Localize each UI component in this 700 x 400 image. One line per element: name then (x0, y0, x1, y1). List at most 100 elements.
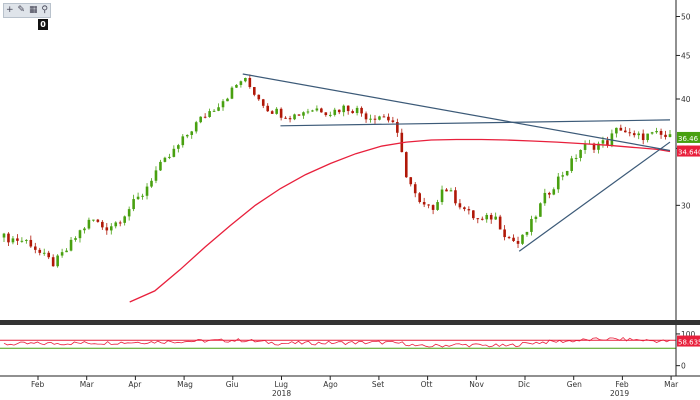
candle (38, 249, 42, 253)
candle (449, 190, 453, 192)
candle (463, 207, 466, 210)
candle (337, 109, 341, 113)
candle (253, 87, 256, 95)
candle (118, 222, 122, 224)
candle (615, 127, 618, 134)
zero-badge: 0 (38, 19, 48, 30)
candle (244, 77, 247, 82)
candle (601, 140, 605, 144)
candle (351, 111, 354, 114)
candle (413, 184, 417, 194)
candle (221, 101, 225, 108)
oscillator-line (3, 336, 671, 348)
candle (51, 257, 55, 267)
candle (154, 170, 158, 181)
candle (646, 133, 649, 141)
candle (659, 130, 663, 135)
candle (248, 77, 252, 88)
x-tick-label: Mar (80, 380, 95, 389)
candle (101, 221, 104, 228)
candle (7, 233, 10, 243)
x-tick-label: Lug (275, 380, 289, 389)
candle (74, 238, 77, 240)
grid-icon[interactable]: ▦ (28, 5, 38, 15)
candle (445, 189, 448, 192)
candle (306, 111, 310, 113)
candle (302, 112, 305, 116)
pencil-icon[interactable]: ✎ (17, 5, 25, 15)
candle (548, 192, 551, 195)
candle (404, 152, 408, 178)
panel-divider (0, 320, 700, 325)
candle (556, 176, 560, 190)
candle (579, 149, 582, 158)
candle (293, 114, 296, 120)
candle (664, 134, 667, 138)
candle (20, 240, 24, 242)
candle (127, 209, 131, 217)
x-tick-label: Gen (567, 380, 582, 389)
candle (641, 133, 645, 141)
candle (270, 111, 274, 114)
x-tick-label: Dic (518, 380, 530, 389)
crosshair-icon[interactable]: + (5, 5, 14, 15)
candle (194, 122, 198, 132)
candle (65, 250, 68, 253)
last-value-badge (677, 145, 700, 157)
candle (342, 105, 346, 113)
candle (624, 130, 627, 133)
candle (346, 105, 350, 112)
candle (275, 108, 278, 114)
candle (583, 143, 587, 150)
zoom-icon[interactable]: ⚲ (41, 5, 48, 15)
candle (266, 105, 270, 112)
candle (190, 131, 194, 135)
candle (619, 127, 623, 131)
candle (123, 216, 126, 223)
candle (498, 216, 502, 230)
candle (668, 134, 672, 138)
candle (136, 196, 140, 200)
candle (78, 230, 82, 239)
candle (92, 219, 95, 221)
candle (382, 116, 386, 118)
oscillator-panel (0, 336, 676, 349)
candle (476, 218, 480, 220)
candle (96, 219, 100, 222)
y-tick-label: 40 (681, 95, 691, 104)
candle (503, 229, 506, 238)
candle (239, 81, 243, 85)
candle (333, 109, 337, 115)
candle (141, 195, 144, 197)
candle (650, 132, 654, 134)
candle (172, 148, 176, 157)
x-tick-label: Feb (615, 380, 629, 389)
candle (185, 134, 189, 137)
candle (212, 110, 216, 112)
x-tick-label: Apr (128, 380, 142, 389)
candle (521, 234, 524, 244)
y-tick-label: 30 (681, 201, 691, 210)
candle (364, 113, 368, 120)
candle (436, 202, 439, 210)
candle (25, 239, 28, 241)
candle (315, 108, 319, 111)
candle (485, 214, 489, 220)
candle (159, 161, 162, 171)
candle (655, 130, 658, 133)
candle (369, 118, 372, 120)
candle (235, 84, 238, 88)
candle (454, 190, 457, 204)
candle (378, 116, 381, 120)
candle (472, 210, 475, 219)
candle (87, 219, 91, 229)
last-value-label: 36.46 (678, 135, 699, 143)
candle (628, 132, 632, 134)
osc-tick-label: 0 (681, 362, 686, 371)
candle (2, 233, 6, 238)
horizontal-channel-trendline (280, 119, 671, 127)
x-tick-label: Ott (421, 380, 433, 389)
y-tick-label: 45 (681, 51, 691, 60)
osc-tick-label: 100 (681, 330, 696, 339)
